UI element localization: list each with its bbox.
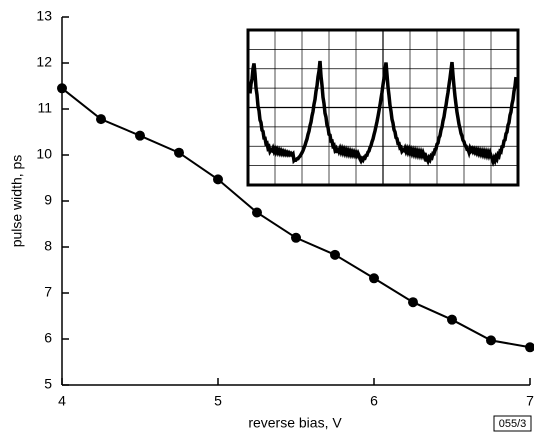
marker xyxy=(291,233,301,243)
marker xyxy=(213,174,223,184)
annotation: 055/3 xyxy=(499,418,527,430)
marker xyxy=(135,131,145,141)
y-tick-label: 6 xyxy=(44,330,52,346)
x-axis-label: reverse bias, V xyxy=(248,415,342,431)
y-axis-label: pulse width, ps xyxy=(9,155,25,248)
oscilloscope-inset xyxy=(248,30,518,185)
y-tick-label: 8 xyxy=(44,238,52,254)
y-tick-label: 12 xyxy=(36,54,52,70)
marker xyxy=(369,273,379,283)
x-tick-label: 7 xyxy=(526,393,534,409)
y-tick-label: 10 xyxy=(36,146,52,162)
y-tick-label: 9 xyxy=(44,192,52,208)
marker xyxy=(96,114,106,124)
x-tick-label: 5 xyxy=(214,393,222,409)
y-tick-label: 5 xyxy=(44,376,52,392)
y-tick-label: 7 xyxy=(44,284,52,300)
marker xyxy=(330,250,340,260)
chart: reverse bias, V pulse width, ps 055/3 5 6… xyxy=(0,0,534,435)
marker xyxy=(525,342,534,352)
x-tick-label: 6 xyxy=(370,393,378,409)
x-tick-label: 4 xyxy=(58,393,66,409)
marker xyxy=(174,148,184,158)
y-tick-label: 11 xyxy=(37,100,52,116)
marker xyxy=(252,208,262,218)
y-tick-label: 13 xyxy=(36,8,52,24)
page: reverse bias, V pulse width, ps 055/3 5 6… xyxy=(0,0,534,435)
marker xyxy=(57,83,67,93)
marker xyxy=(408,297,418,307)
marker xyxy=(486,335,496,345)
marker xyxy=(447,315,457,325)
